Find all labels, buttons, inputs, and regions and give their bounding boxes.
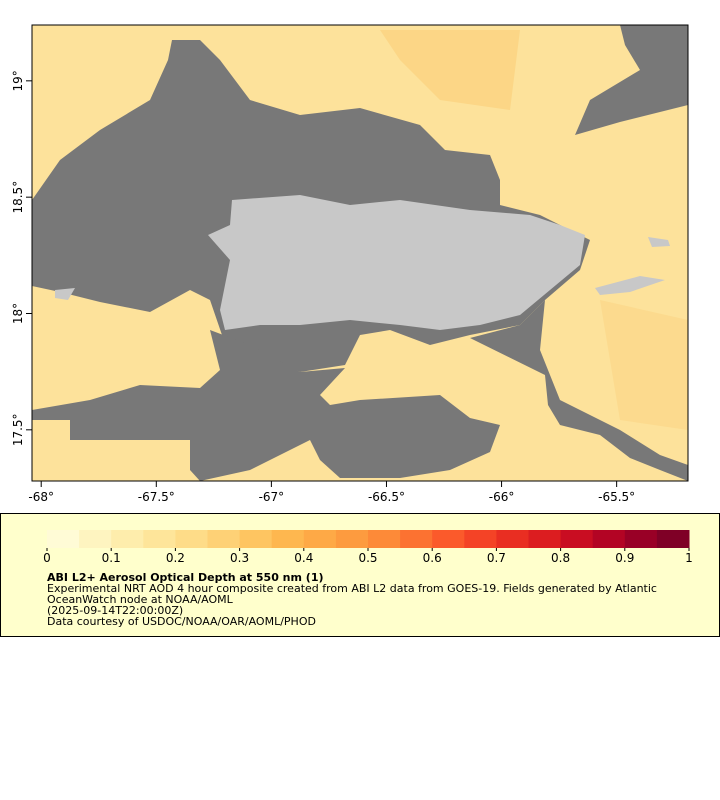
colorbar-bin xyxy=(303,530,337,548)
colorbar-tick-label: 0.1 xyxy=(102,551,121,565)
colorbar-tick-label: 0.7 xyxy=(487,551,506,565)
colorbar-tick-label: 0.9 xyxy=(615,551,634,565)
colorbar-bin xyxy=(143,530,176,548)
x-tick-label: -67° xyxy=(259,490,285,504)
y-tick-label: 17.5° xyxy=(11,413,25,446)
x-tick-label: -68° xyxy=(28,490,54,504)
y-tick-label: 18.5° xyxy=(11,181,25,214)
colorbar-bin xyxy=(47,530,80,548)
island xyxy=(55,288,75,300)
no-data-area xyxy=(470,300,688,481)
colorbar-tick-label: 0.6 xyxy=(423,551,442,565)
haze-patch xyxy=(380,30,520,110)
x-tick-label: -66.5° xyxy=(368,490,405,504)
x-tick-label: -66° xyxy=(489,490,515,504)
caption-line: Experimental NRT AOD 4 hour composite cr… xyxy=(47,582,657,595)
no-data-area xyxy=(575,25,688,135)
island xyxy=(648,237,670,247)
colorbar-bin xyxy=(624,530,658,548)
caption-line: OceanWatch node at NOAA/AOML xyxy=(47,593,234,606)
colorbar-tick-label: 0 xyxy=(43,551,51,565)
colorbar-bin xyxy=(432,530,465,548)
colorbar-bin xyxy=(592,530,626,548)
colorbar-bin xyxy=(111,530,144,548)
colorbar-tick-label: 0.4 xyxy=(294,551,313,565)
caption-title: ABI L2+ Aerosol Optical Depth at 550 nm … xyxy=(47,571,324,584)
y-tick-label: 19° xyxy=(11,70,25,91)
y-tick-label: 18° xyxy=(11,303,25,324)
colorbar-bin xyxy=(271,530,305,548)
colorbar-bin xyxy=(207,530,241,548)
map xyxy=(31,24,689,482)
colorbar-tick-label: 0.8 xyxy=(551,551,570,565)
colorbar-bin xyxy=(79,530,112,548)
colorbar-bin xyxy=(368,530,401,548)
caption-line: Data courtesy of USDOC/NOAA/OAR/AOML/PHO… xyxy=(47,615,316,628)
colorbar-bin xyxy=(496,530,529,548)
colorbar-tick-label: 0.2 xyxy=(166,551,185,565)
colorbar-bin xyxy=(239,530,273,548)
colorbar-bin xyxy=(528,530,562,548)
island xyxy=(208,195,585,330)
colorbar-bin xyxy=(400,530,433,548)
island xyxy=(595,276,665,295)
x-tick-label: -67.5° xyxy=(138,490,175,504)
colorbar-bin xyxy=(656,530,690,548)
colorbar-bin xyxy=(175,530,208,548)
colorbar-bin xyxy=(335,530,369,548)
colorbar-bin xyxy=(464,530,497,548)
no-data-area xyxy=(32,330,500,481)
map-frame xyxy=(31,24,689,482)
colorbar-tick-label: 0.5 xyxy=(358,551,377,565)
colorbar-tick-label: 0.3 xyxy=(230,551,249,565)
haze-patch xyxy=(600,300,688,430)
x-tick-label: -65.5° xyxy=(598,490,635,504)
caption-line: (2025-09-14T22:00:00Z) xyxy=(47,604,183,617)
colorbar-tick-label: 1 xyxy=(685,551,693,565)
colorbar-bin xyxy=(560,530,594,548)
